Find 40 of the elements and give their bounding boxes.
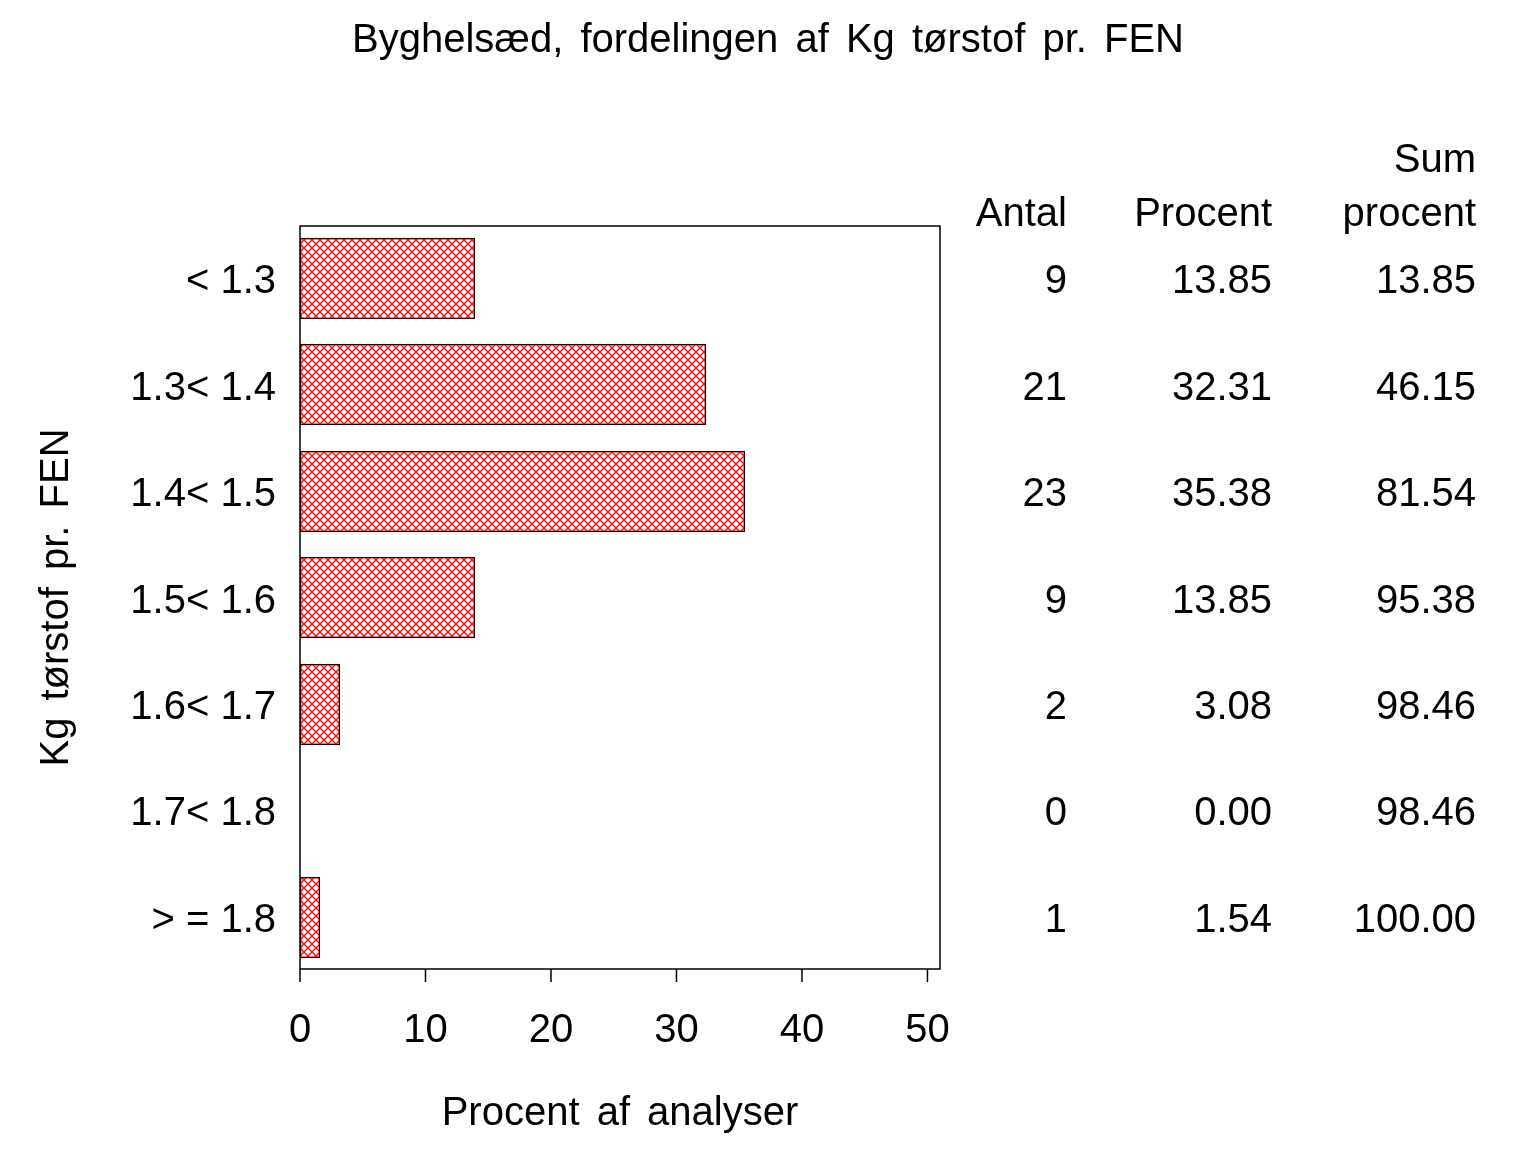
data-label: 32.31: [1171, 363, 1272, 408]
data-label: 0.00: [1194, 789, 1272, 834]
x-tick-label: 20: [528, 1006, 574, 1050]
x-tick-label: 0: [288, 1006, 312, 1050]
data-label: 13.85: [1171, 257, 1272, 302]
text: 46.15: [1375, 363, 1476, 408]
text: Procent: [1134, 190, 1272, 234]
text: 0: [1044, 789, 1067, 834]
text: 23: [1022, 470, 1067, 515]
y-tick-label: 1.4< 1.5: [130, 470, 276, 515]
y-tick-label: 1.5< 1.6: [130, 576, 276, 621]
y-tick-label: < 1.3: [185, 257, 276, 302]
x-tick-label: 30: [654, 1006, 699, 1050]
text: 2: [1044, 682, 1067, 727]
text: 9: [1044, 576, 1067, 621]
text: 13.85: [1375, 257, 1476, 302]
x-axis-title: Procent af analyser: [441, 1089, 799, 1133]
text: 9: [1044, 257, 1067, 302]
y-tick-label: > = 1.8: [151, 895, 276, 940]
data-label: 35.38: [1171, 470, 1272, 515]
y-axis-title: Kg tørstof pr. FEN: [32, 428, 76, 767]
data-label: 3.08: [1194, 682, 1272, 727]
x-tick-label: 40: [779, 1006, 825, 1050]
text: 81.54: [1375, 470, 1476, 515]
text: 98.46: [1375, 789, 1476, 834]
text: 100.00: [1353, 895, 1476, 940]
chart-title: Byghelsæd, fordelingen af Kg tørstof pr. FEN: [352, 16, 1184, 60]
data-label: 13.85: [1171, 576, 1272, 621]
y-tick-label: 1.6< 1.7: [130, 682, 276, 727]
x-tick-label: 50: [905, 1006, 950, 1050]
y-tick-label: 1.3< 1.4: [130, 363, 276, 408]
text: 1: [1044, 895, 1067, 940]
text: Sum procent: [1342, 136, 1476, 234]
text: Antal: [975, 190, 1067, 234]
x-tick-label: 10: [403, 1006, 448, 1050]
data-label: 1.54: [1194, 895, 1272, 940]
y-tick-label: 1.7< 1.8: [130, 789, 276, 834]
text: 95.38: [1375, 576, 1476, 621]
text: 98.46: [1375, 682, 1476, 727]
text: 21: [1022, 363, 1067, 408]
